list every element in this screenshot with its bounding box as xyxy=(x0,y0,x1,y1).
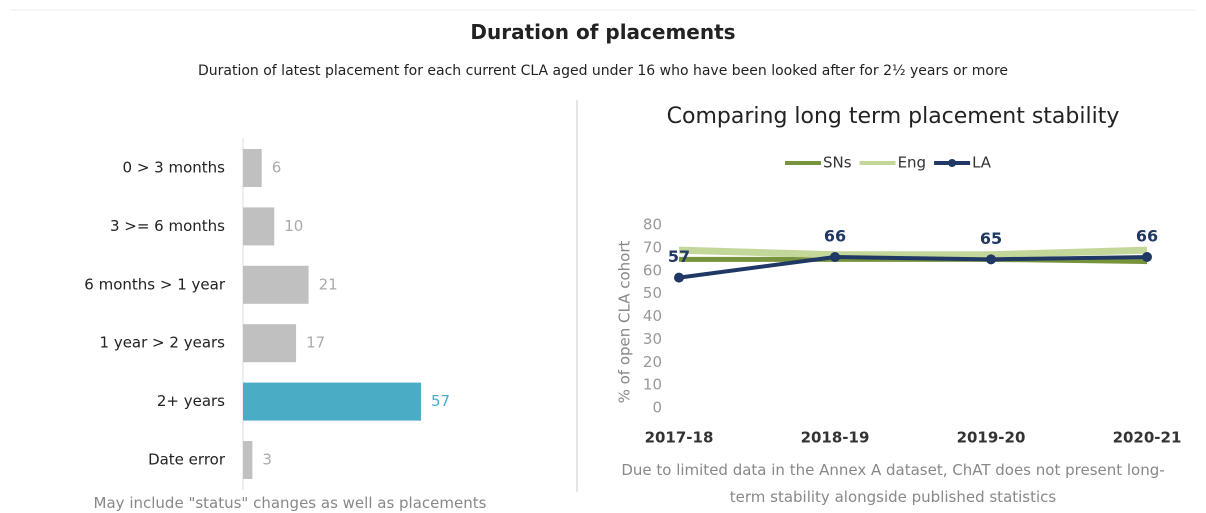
x-tick-label: 2020-21 xyxy=(1113,429,1182,447)
category-label: 2+ years xyxy=(157,392,225,410)
data-label: 65 xyxy=(980,229,1002,248)
y-tick-label: 30 xyxy=(643,330,662,348)
point xyxy=(986,254,996,265)
bar xyxy=(243,149,262,187)
y-tick-label: 20 xyxy=(643,353,662,371)
legend-label: Eng xyxy=(898,154,927,172)
category-label: Date error xyxy=(148,451,226,469)
legend-label: LA xyxy=(972,154,992,172)
y-tick-label: 40 xyxy=(643,307,662,325)
title: Duration of placements xyxy=(470,20,736,44)
bar xyxy=(243,265,309,304)
data-label: 57 xyxy=(668,247,690,266)
y-tick-label: 50 xyxy=(643,284,662,302)
value-label: 17 xyxy=(306,334,325,352)
y-tick-label: 60 xyxy=(643,261,662,279)
subtitle: Duration of latest placement for each cu… xyxy=(197,63,1009,79)
point xyxy=(830,252,840,263)
bar xyxy=(243,382,421,421)
line-chart-title: Comparing long term placement stability xyxy=(667,104,1120,129)
x-tick-label: 2017-18 xyxy=(645,429,714,447)
y-axis-label: % of open CLA cohort xyxy=(616,240,634,403)
series-line xyxy=(678,246,1148,259)
value-label: 3 xyxy=(262,451,272,469)
value-label: 10 xyxy=(284,217,303,235)
value-label: 6 xyxy=(272,159,282,177)
x-tick-label: 2018-19 xyxy=(801,429,870,447)
data-label: 66 xyxy=(824,227,846,246)
category-label: 3 >= 6 months xyxy=(110,217,225,235)
legend-marker xyxy=(948,159,957,167)
y-tick-label: 80 xyxy=(643,216,662,234)
right-note: Due to limited data in the Annex A datas… xyxy=(621,461,1165,506)
bar xyxy=(243,207,275,246)
category-label: 0 > 3 months xyxy=(123,159,226,177)
value-label: 21 xyxy=(319,275,338,293)
y-tick-label: 70 xyxy=(643,238,662,256)
legend-label: SNs xyxy=(823,154,852,172)
category-label: 1 year > 2 years xyxy=(100,334,226,352)
value-label: 57 xyxy=(431,392,450,410)
left-note: May include "status" changes as well as … xyxy=(93,494,487,512)
y-tick-label: 0 xyxy=(652,399,662,417)
bar xyxy=(243,324,297,363)
series-line xyxy=(678,255,1148,280)
x-tick-label: 2019-20 xyxy=(957,429,1026,447)
category-label: 6 months > 1 year xyxy=(84,275,226,293)
y-tick-label: 10 xyxy=(643,376,662,394)
point xyxy=(1142,252,1152,263)
point xyxy=(674,272,684,283)
bar xyxy=(243,441,253,479)
data-label: 66 xyxy=(1136,227,1158,246)
